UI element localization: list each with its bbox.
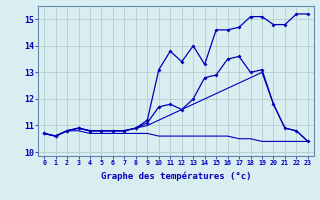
X-axis label: Graphe des températures (°c): Graphe des températures (°c): [101, 172, 251, 181]
